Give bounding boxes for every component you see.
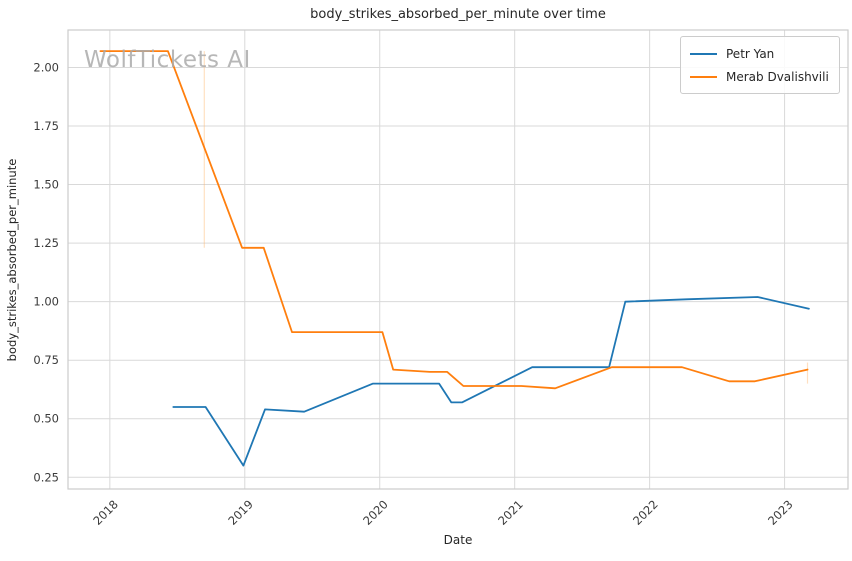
y-tick-label: 1.50 <box>33 178 59 192</box>
x-tick-label: 2022 <box>630 497 661 528</box>
y-tick-label: 0.50 <box>33 412 59 426</box>
legend-label-merab-dvalishvili: Merab Dvalishvili <box>726 69 829 84</box>
legend: Petr Yan Merab Dvalishvili <box>680 36 840 94</box>
legend-swatch-merab-dvalishvili <box>690 75 717 78</box>
x-tick-label: 2020 <box>360 497 391 528</box>
series-line-merab-dvalishvili <box>99 50 809 390</box>
y-tick-label: 0.75 <box>33 353 59 367</box>
y-tick-label: 1.25 <box>33 236 59 250</box>
y-tick-label: 1.75 <box>33 119 59 133</box>
x-tick-label: 2019 <box>225 497 256 528</box>
plot-border <box>67 29 849 490</box>
legend-item-merab-dvalishvili: Merab Dvalishvili <box>690 65 829 88</box>
chart-title: body_strikes_absorbed_per_minute over ti… <box>310 7 606 22</box>
x-axis-label: Date <box>443 533 473 547</box>
x-tick-label: 2018 <box>90 497 121 528</box>
x-tick-label: 2023 <box>765 497 796 528</box>
y-tick-label: 0.25 <box>33 470 59 484</box>
legend-label-petr-yan: Petr Yan <box>726 46 775 61</box>
series-line-petr-yan <box>172 296 810 467</box>
y-tick-label: 1.00 <box>33 295 59 309</box>
legend-item-petr-yan: Petr Yan <box>690 42 829 65</box>
x-tick-label: 2021 <box>495 497 526 528</box>
legend-swatch-petr-yan <box>690 52 717 55</box>
y-tick-label: 2.00 <box>33 60 59 74</box>
